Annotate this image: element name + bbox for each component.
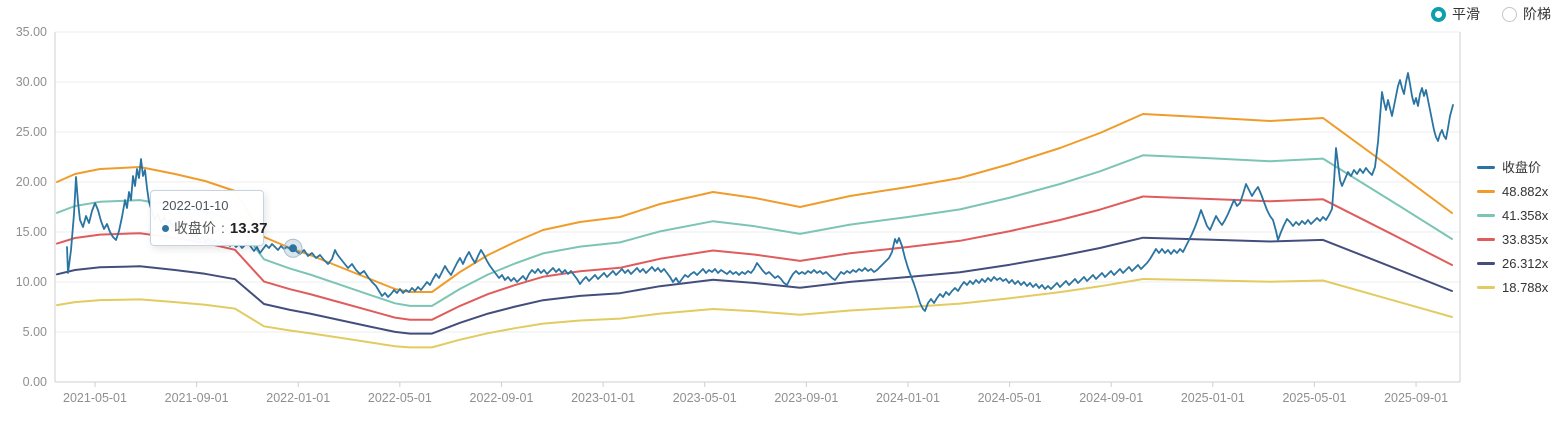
legend-item-48.882x[interactable]: 48.882x xyxy=(1477,183,1548,200)
x-axis-tick-label: 2024-01-01 xyxy=(876,391,940,405)
y-axis-tick-label: 15.00 xyxy=(16,225,47,239)
y-axis-tick-label: 10.00 xyxy=(16,275,47,289)
legend-swatch-icon xyxy=(1477,166,1495,169)
legend-label: 收盘价 xyxy=(1502,160,1542,175)
legend-label: 48.882x xyxy=(1502,184,1549,199)
legend-item-26.312x[interactable]: 26.312x xyxy=(1477,255,1548,272)
x-axis-tick-label: 2023-05-01 xyxy=(673,391,737,405)
legend-item-33.835x[interactable]: 33.835x xyxy=(1477,231,1548,248)
tooltip-value: 13.37 xyxy=(229,219,268,237)
legend-item-收盘价[interactable]: 收盘价 xyxy=(1477,159,1548,176)
legend-label: 41.358x xyxy=(1502,208,1549,223)
y-axis-tick-label: 5.00 xyxy=(23,325,47,339)
series-marker-dot-icon xyxy=(162,224,169,232)
tooltip: 2022-01-10 收盘价: 13.37 xyxy=(150,190,267,246)
legend-swatch-icon xyxy=(1477,262,1495,265)
x-axis-tick-label: 2024-09-01 xyxy=(1079,391,1143,405)
legend-swatch-icon xyxy=(1477,190,1495,193)
y-axis-tick-label: 25.00 xyxy=(16,125,47,139)
legend-swatch-icon xyxy=(1477,214,1495,217)
band-line-48.882x[interactable] xyxy=(56,113,1453,293)
radio-step[interactable]: 阶梯 xyxy=(1502,4,1551,24)
legend-label: 18.788x xyxy=(1502,280,1549,295)
radio-step-label: 阶梯 xyxy=(1523,6,1551,22)
legend-item-41.358x[interactable]: 41.358x xyxy=(1477,207,1548,224)
band-line-33.835x[interactable] xyxy=(56,195,1453,321)
legend-label: 33.835x xyxy=(1502,232,1549,247)
radio-smooth[interactable]: 平滑 xyxy=(1431,4,1480,24)
x-axis-tick-label: 2022-01-01 xyxy=(266,391,330,405)
close-price-line[interactable] xyxy=(66,72,1454,312)
highlight-point-dot[interactable] xyxy=(289,244,297,253)
x-axis-tick-label: 2023-09-01 xyxy=(774,391,838,405)
radio-smooth-selected-icon[interactable] xyxy=(1431,6,1446,22)
legend-swatch-icon xyxy=(1477,238,1495,241)
tooltip-date: 2022-01-10 xyxy=(162,198,229,213)
y-axis-tick-label: 20.00 xyxy=(16,175,47,189)
legend-label: 26.312x xyxy=(1502,256,1549,271)
x-axis-tick-label: 2022-09-01 xyxy=(470,391,534,405)
band-line-18.788x[interactable] xyxy=(56,278,1453,349)
band-line-26.312x[interactable] xyxy=(56,236,1453,335)
x-axis-tick-label: 2025-01-01 xyxy=(1181,391,1245,405)
y-axis-tick-label: 30.00 xyxy=(16,75,47,89)
x-axis-tick-label: 2021-05-01 xyxy=(63,391,127,405)
x-axis-tick-label: 2025-05-01 xyxy=(1282,391,1346,405)
x-axis-tick-label: 2022-05-01 xyxy=(368,391,432,405)
radio-smooth-label: 平滑 xyxy=(1452,6,1480,22)
y-axis-tick-label: 0.00 xyxy=(23,375,47,389)
x-axis-tick-label: 2024-05-01 xyxy=(978,391,1042,405)
chart-legend: 收盘价 48.882x 41.358x 33.835x 26.312x 18.788x xyxy=(1477,159,1548,296)
y-axis-tick-label: 35.00 xyxy=(16,25,47,39)
legend-item-18.788x[interactable]: 18.788x xyxy=(1477,279,1548,296)
x-axis-tick-label: 2023-01-01 xyxy=(571,391,635,405)
x-axis-tick-label: 2021-09-01 xyxy=(165,391,229,405)
line-style-controls: 平滑 阶梯 xyxy=(1431,4,1551,24)
legend-swatch-icon xyxy=(1477,286,1495,289)
radio-step-unselected-icon[interactable] xyxy=(1502,6,1517,22)
x-axis-tick-label: 2025-09-01 xyxy=(1384,391,1448,405)
tooltip-series-label: 收盘价 xyxy=(174,220,216,236)
